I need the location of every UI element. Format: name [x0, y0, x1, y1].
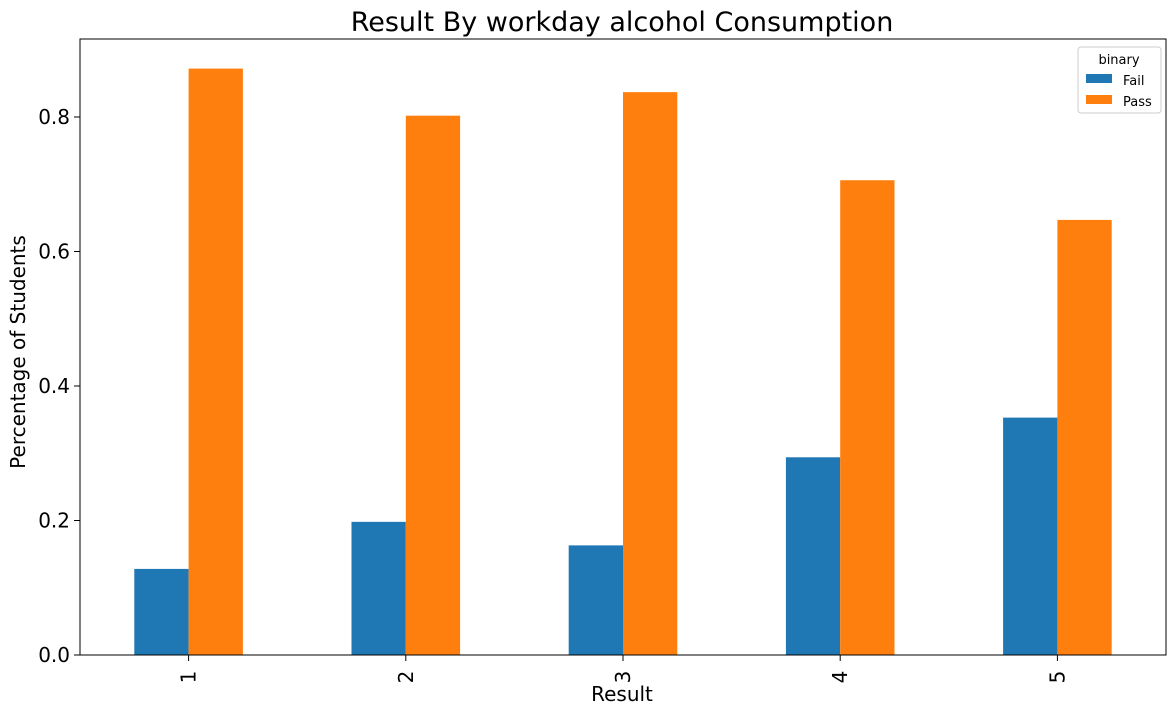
bar-pass-5 — [1057, 219, 1112, 655]
x-tick-label: 4 — [828, 671, 852, 684]
bar-fail-1 — [134, 568, 189, 655]
plot-frame — [79, 38, 1167, 656]
bar-fail-4 — [785, 457, 841, 655]
x-tick-label: 1 — [177, 671, 201, 684]
y-tick-label: 0.0 — [38, 643, 70, 667]
y-tick-label: 0.8 — [38, 105, 70, 129]
legend-swatch-fail — [1086, 74, 1112, 83]
x-tick-label: 3 — [611, 671, 635, 684]
legend-label-pass: Pass — [1123, 95, 1152, 110]
legend-title: binary — [1098, 53, 1139, 68]
legend: binary Fail Pass — [1077, 46, 1162, 114]
x-tick-label: 5 — [1045, 671, 1069, 684]
y-tick-label: 0.6 — [38, 240, 70, 264]
bar-pass-1 — [188, 68, 243, 655]
y-tick-label: 0.2 — [38, 509, 70, 533]
bar-fail-5 — [1003, 417, 1058, 655]
bar-pass-2 — [405, 115, 461, 655]
x-axis-label: Result — [591, 682, 653, 706]
bar-fail-3 — [568, 545, 623, 655]
bar-pass-4 — [840, 180, 895, 655]
x-tick-label: 2 — [394, 671, 418, 684]
y-axis-label: Percentage of Students — [6, 235, 30, 469]
legend-swatch-pass — [1086, 95, 1112, 104]
chart-title: Result By workday alcohol Consumption — [351, 7, 894, 38]
bar-pass-3 — [623, 92, 678, 655]
y-axis-ticks: 0.0 0.2 0.4 0.6 0.8 — [38, 105, 80, 667]
legend-label-fail: Fail — [1123, 74, 1144, 89]
y-tick-label: 0.4 — [38, 374, 70, 398]
bar-fail-2 — [351, 521, 406, 655]
x-axis-ticks: 1 2 3 4 5 — [177, 655, 1069, 684]
bars-group — [134, 68, 1112, 655]
